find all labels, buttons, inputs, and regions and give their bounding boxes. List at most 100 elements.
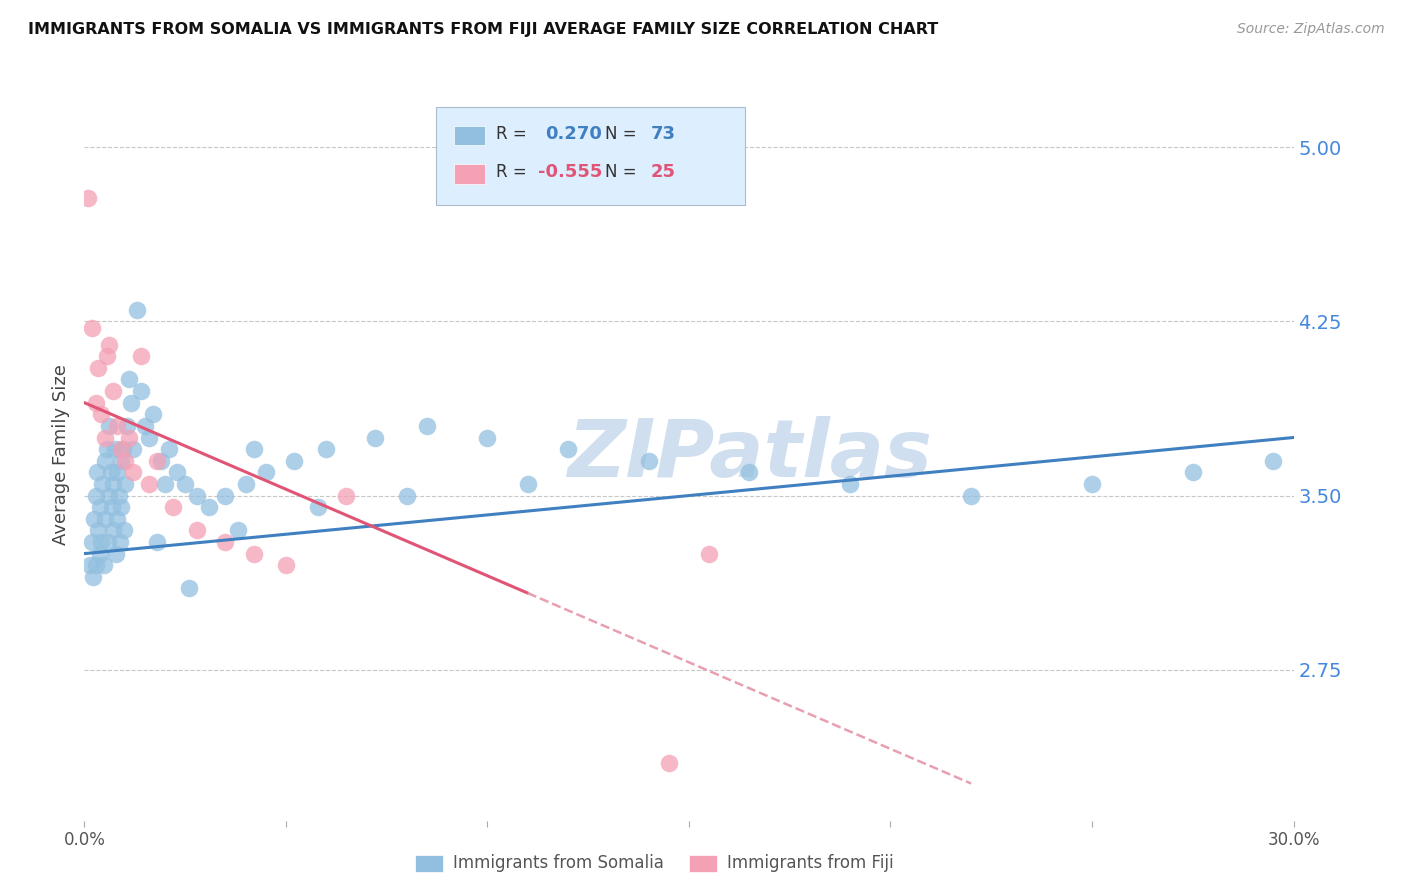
Point xyxy=(100,500,122,515)
Point xyxy=(120,395,142,409)
Text: Immigrants from Somalia: Immigrants from Somalia xyxy=(453,855,664,872)
Point xyxy=(118,372,141,386)
Point xyxy=(89,500,111,515)
Point xyxy=(637,454,659,468)
Point xyxy=(129,349,152,363)
Point xyxy=(84,489,107,503)
Point xyxy=(516,477,538,491)
Point xyxy=(105,466,128,480)
Point xyxy=(658,756,681,770)
Point xyxy=(121,442,143,456)
Point xyxy=(97,418,120,433)
Text: Immigrants from Fiji: Immigrants from Fiji xyxy=(727,855,894,872)
Point xyxy=(118,430,141,444)
Point xyxy=(960,489,983,503)
Point xyxy=(104,547,127,561)
Point xyxy=(87,524,110,538)
Point xyxy=(153,477,176,491)
Text: N =: N = xyxy=(605,163,647,181)
Point xyxy=(105,418,128,433)
Point xyxy=(82,321,104,335)
Point xyxy=(97,535,120,549)
Text: R =: R = xyxy=(496,163,537,181)
Point xyxy=(274,558,297,573)
Point xyxy=(98,489,121,503)
Point xyxy=(395,489,418,503)
Point xyxy=(146,454,169,468)
Point xyxy=(107,489,129,503)
Y-axis label: Average Family Size: Average Family Size xyxy=(52,365,70,545)
Point xyxy=(186,489,208,503)
Point xyxy=(87,360,110,375)
Point xyxy=(138,477,160,491)
Point xyxy=(94,512,117,526)
Point xyxy=(90,535,112,549)
Point xyxy=(254,466,277,480)
Point xyxy=(114,477,136,491)
Text: -0.555: -0.555 xyxy=(538,163,603,181)
Point xyxy=(101,384,124,398)
Point xyxy=(146,535,169,549)
Point xyxy=(242,442,264,456)
Point xyxy=(315,442,337,456)
Point xyxy=(93,558,115,573)
Point xyxy=(79,558,101,573)
Text: 73: 73 xyxy=(651,125,676,143)
Point xyxy=(174,477,197,491)
Text: 25: 25 xyxy=(651,163,676,181)
Point xyxy=(214,535,236,549)
Point xyxy=(477,430,499,444)
Point xyxy=(77,191,100,205)
Point xyxy=(108,535,131,549)
Text: 0.270: 0.270 xyxy=(546,125,602,143)
Point xyxy=(115,418,138,433)
Point xyxy=(101,477,124,491)
Point xyxy=(138,430,160,444)
Point xyxy=(86,395,108,409)
Point xyxy=(226,524,249,538)
Point xyxy=(557,442,579,456)
Point xyxy=(142,407,165,421)
Point xyxy=(149,454,172,468)
Point xyxy=(104,442,127,456)
Point xyxy=(110,500,132,515)
Point xyxy=(186,524,208,538)
Point xyxy=(110,442,132,456)
Point xyxy=(89,547,111,561)
Point xyxy=(1263,454,1285,468)
Point xyxy=(96,349,118,363)
Point xyxy=(166,466,188,480)
Point xyxy=(86,466,108,480)
Point xyxy=(82,570,104,584)
Point xyxy=(307,500,329,515)
Point xyxy=(242,547,264,561)
Point xyxy=(738,466,761,480)
Point xyxy=(111,442,134,456)
Point xyxy=(80,535,103,549)
Text: R =: R = xyxy=(496,125,537,143)
Point xyxy=(96,442,118,456)
Point xyxy=(129,384,152,398)
Point xyxy=(235,477,257,491)
Point xyxy=(107,512,129,526)
Point xyxy=(198,500,221,515)
Point xyxy=(363,430,385,444)
Point xyxy=(134,418,156,433)
Text: N =: N = xyxy=(605,125,647,143)
Point xyxy=(335,489,357,503)
Point xyxy=(93,430,115,444)
Point xyxy=(114,454,136,468)
Point xyxy=(112,524,135,538)
Point xyxy=(100,466,122,480)
Point xyxy=(103,524,125,538)
Point xyxy=(91,477,114,491)
Point xyxy=(83,512,105,526)
Text: Source: ZipAtlas.com: Source: ZipAtlas.com xyxy=(1237,22,1385,37)
Point xyxy=(98,337,121,351)
Point xyxy=(90,407,112,421)
Point xyxy=(86,558,108,573)
Point xyxy=(93,454,115,468)
Point xyxy=(157,442,180,456)
Point xyxy=(1181,466,1204,480)
Point xyxy=(162,500,184,515)
